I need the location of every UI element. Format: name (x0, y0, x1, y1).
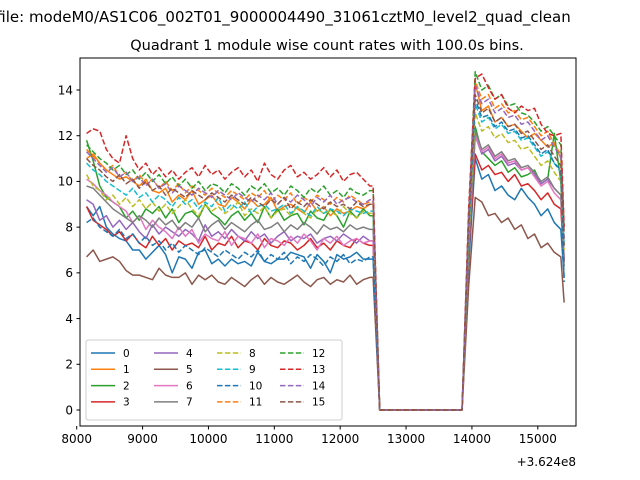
series-line-10 (86, 98, 565, 411)
legend-label: 1 (123, 364, 130, 376)
legend-item-6: 6 (154, 380, 193, 392)
legend-item-8: 8 (217, 348, 256, 360)
y-tick-label: 8 (65, 220, 73, 234)
legend-item-14: 14 (280, 380, 326, 392)
legend-label: 6 (186, 380, 193, 392)
x-tick-label: 14000 (453, 432, 491, 446)
series-line-15 (86, 93, 565, 411)
legend-item-11: 11 (217, 397, 262, 409)
legend-label: 14 (312, 380, 326, 392)
legend-label: 5 (186, 364, 193, 376)
legend-label: 7 (186, 397, 193, 409)
x-tick-label: 10000 (189, 432, 227, 446)
x-axis: 8000 9000 10000 11000 12000 13000 14000 15000 (61, 426, 557, 446)
legend-item-2: 2 (91, 380, 130, 392)
chart-title: Quadrant 1 module wise count rates with … (130, 38, 524, 54)
legend-item-15: 15 (280, 397, 325, 409)
series-line-0 (85, 157, 565, 411)
legend-item-1: 1 (91, 364, 130, 376)
x-tick-label: 8000 (61, 432, 92, 446)
x-tick-label: 15000 (519, 432, 557, 446)
y-tick-label: 4 (65, 312, 73, 326)
y-tick-label: 2 (65, 358, 73, 372)
legend-label: 12 (312, 348, 325, 360)
x-axis-offset-label: +3.624e8 (517, 455, 576, 469)
legend-label: 4 (186, 348, 193, 360)
series-line-7 (86, 130, 565, 411)
legend-label: 10 (249, 380, 262, 392)
series-line-4 (86, 134, 565, 411)
legend-item-9: 9 (217, 364, 256, 376)
legend-label: 13 (312, 364, 325, 376)
x-tick-label: 12000 (321, 432, 359, 446)
series-line-5 (86, 196, 565, 411)
x-tick-label: 13000 (387, 432, 425, 446)
legend-item-0: 0 (91, 348, 130, 360)
legend-label: 9 (249, 364, 256, 376)
legend-item-7: 7 (154, 397, 193, 409)
y-tick-label: 6 (65, 266, 73, 280)
series-line-13 (86, 73, 565, 411)
x-tick-label: 11000 (255, 432, 293, 446)
y-axis: 0 2 4 6 8 10 12 14 (58, 83, 80, 417)
legend-item-12: 12 (280, 348, 325, 360)
series-line-14 (86, 84, 565, 411)
legend-item-13: 13 (280, 364, 325, 376)
legend-item-5: 5 (154, 364, 193, 376)
figure-suptitle: n file: modeM0/AS1C06_002T01_9000004490_… (0, 8, 571, 27)
series-line-6 (86, 134, 565, 411)
legend-label: 8 (249, 348, 256, 360)
legend-item-3: 3 (91, 397, 130, 409)
x-tick-label: 9000 (127, 432, 158, 446)
legend-label: 2 (123, 380, 130, 392)
y-tick-label: 12 (58, 129, 73, 143)
series-line-3 (85, 153, 565, 411)
series-line-8 (85, 112, 565, 411)
legend-label: 11 (249, 397, 262, 409)
y-tick-label: 10 (58, 175, 73, 189)
legend-label: 15 (312, 397, 325, 409)
series-line-1 (86, 82, 565, 411)
legend-box (85, 339, 343, 421)
legend-label: 0 (123, 348, 130, 360)
series-line-11 (86, 80, 565, 411)
legend-label: 3 (123, 397, 130, 409)
y-tick-label: 0 (65, 403, 73, 417)
y-tick-label: 14 (58, 83, 73, 97)
legend-item-10: 10 (217, 380, 262, 392)
series-line-9 (86, 102, 565, 411)
plot-area (85, 70, 565, 411)
legend-item-4: 4 (154, 348, 193, 360)
